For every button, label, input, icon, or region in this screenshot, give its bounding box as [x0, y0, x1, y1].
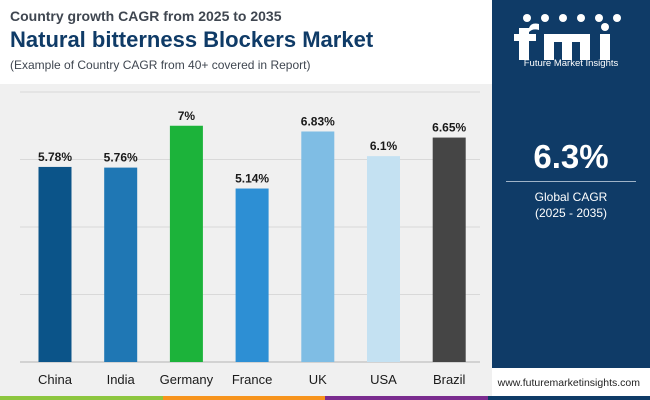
data-label: 5.14%: [235, 172, 269, 186]
stripe-segment: [162, 396, 325, 400]
x-tick-label: USA: [370, 372, 397, 387]
fmi-logo-icon: [514, 14, 621, 60]
data-label: 5.78%: [38, 150, 72, 164]
footer-stripe: [0, 396, 650, 400]
x-tick-label: UK: [309, 372, 327, 387]
global-cagr-label: Global CAGR: [534, 190, 608, 204]
source-url: www.futuremarketinsights.com: [497, 377, 640, 389]
chart-title: Natural bitterness Blockers Market: [10, 27, 374, 52]
stripe-segment: [487, 396, 650, 400]
bar-china: [38, 166, 72, 362]
bar-chart: 5.78% China 5.76% India 7% Germany 5.14% France…: [20, 91, 480, 387]
side-panel: Future Market Insights 6.3% Global CAGR …: [492, 0, 650, 368]
x-tick-label: France: [232, 372, 272, 387]
global-cagr-period: (2025 - 2035): [534, 206, 608, 220]
data-label: 6.65%: [432, 121, 466, 135]
data-label: 6.1%: [370, 139, 398, 153]
data-label: 7%: [178, 109, 196, 123]
bar-germany: [169, 125, 203, 362]
global-cagr-value: 6.3%: [533, 138, 609, 175]
bar-india: [104, 167, 138, 362]
x-tick-label: China: [38, 372, 73, 387]
chart-header: Country growth CAGR from 2025 to 2035 Na…: [0, 0, 492, 80]
data-label: 5.76%: [104, 151, 138, 165]
chart-area: 5.78% China 5.76% India 7% Germany 5.14% France…: [0, 84, 492, 400]
bar-usa: [367, 156, 400, 362]
brand-name: Future Market Insights: [523, 58, 619, 69]
chart-subtitle: Country growth CAGR from 2025 to 2035: [10, 8, 282, 24]
bar-france: [235, 188, 269, 362]
bar-brazil: [432, 137, 466, 362]
x-tick-label: Brazil: [433, 372, 466, 387]
x-tick-label: Germany: [160, 372, 214, 387]
stripe-segment: [0, 396, 163, 400]
x-tick-label: India: [107, 372, 136, 387]
data-label: 6.83%: [301, 114, 335, 128]
chart-note: (Example of Country CAGR from 40+ covere…: [10, 58, 311, 72]
metric-divider: [506, 181, 636, 182]
bar-uk: [301, 131, 335, 362]
stripe-segment: [325, 396, 488, 400]
